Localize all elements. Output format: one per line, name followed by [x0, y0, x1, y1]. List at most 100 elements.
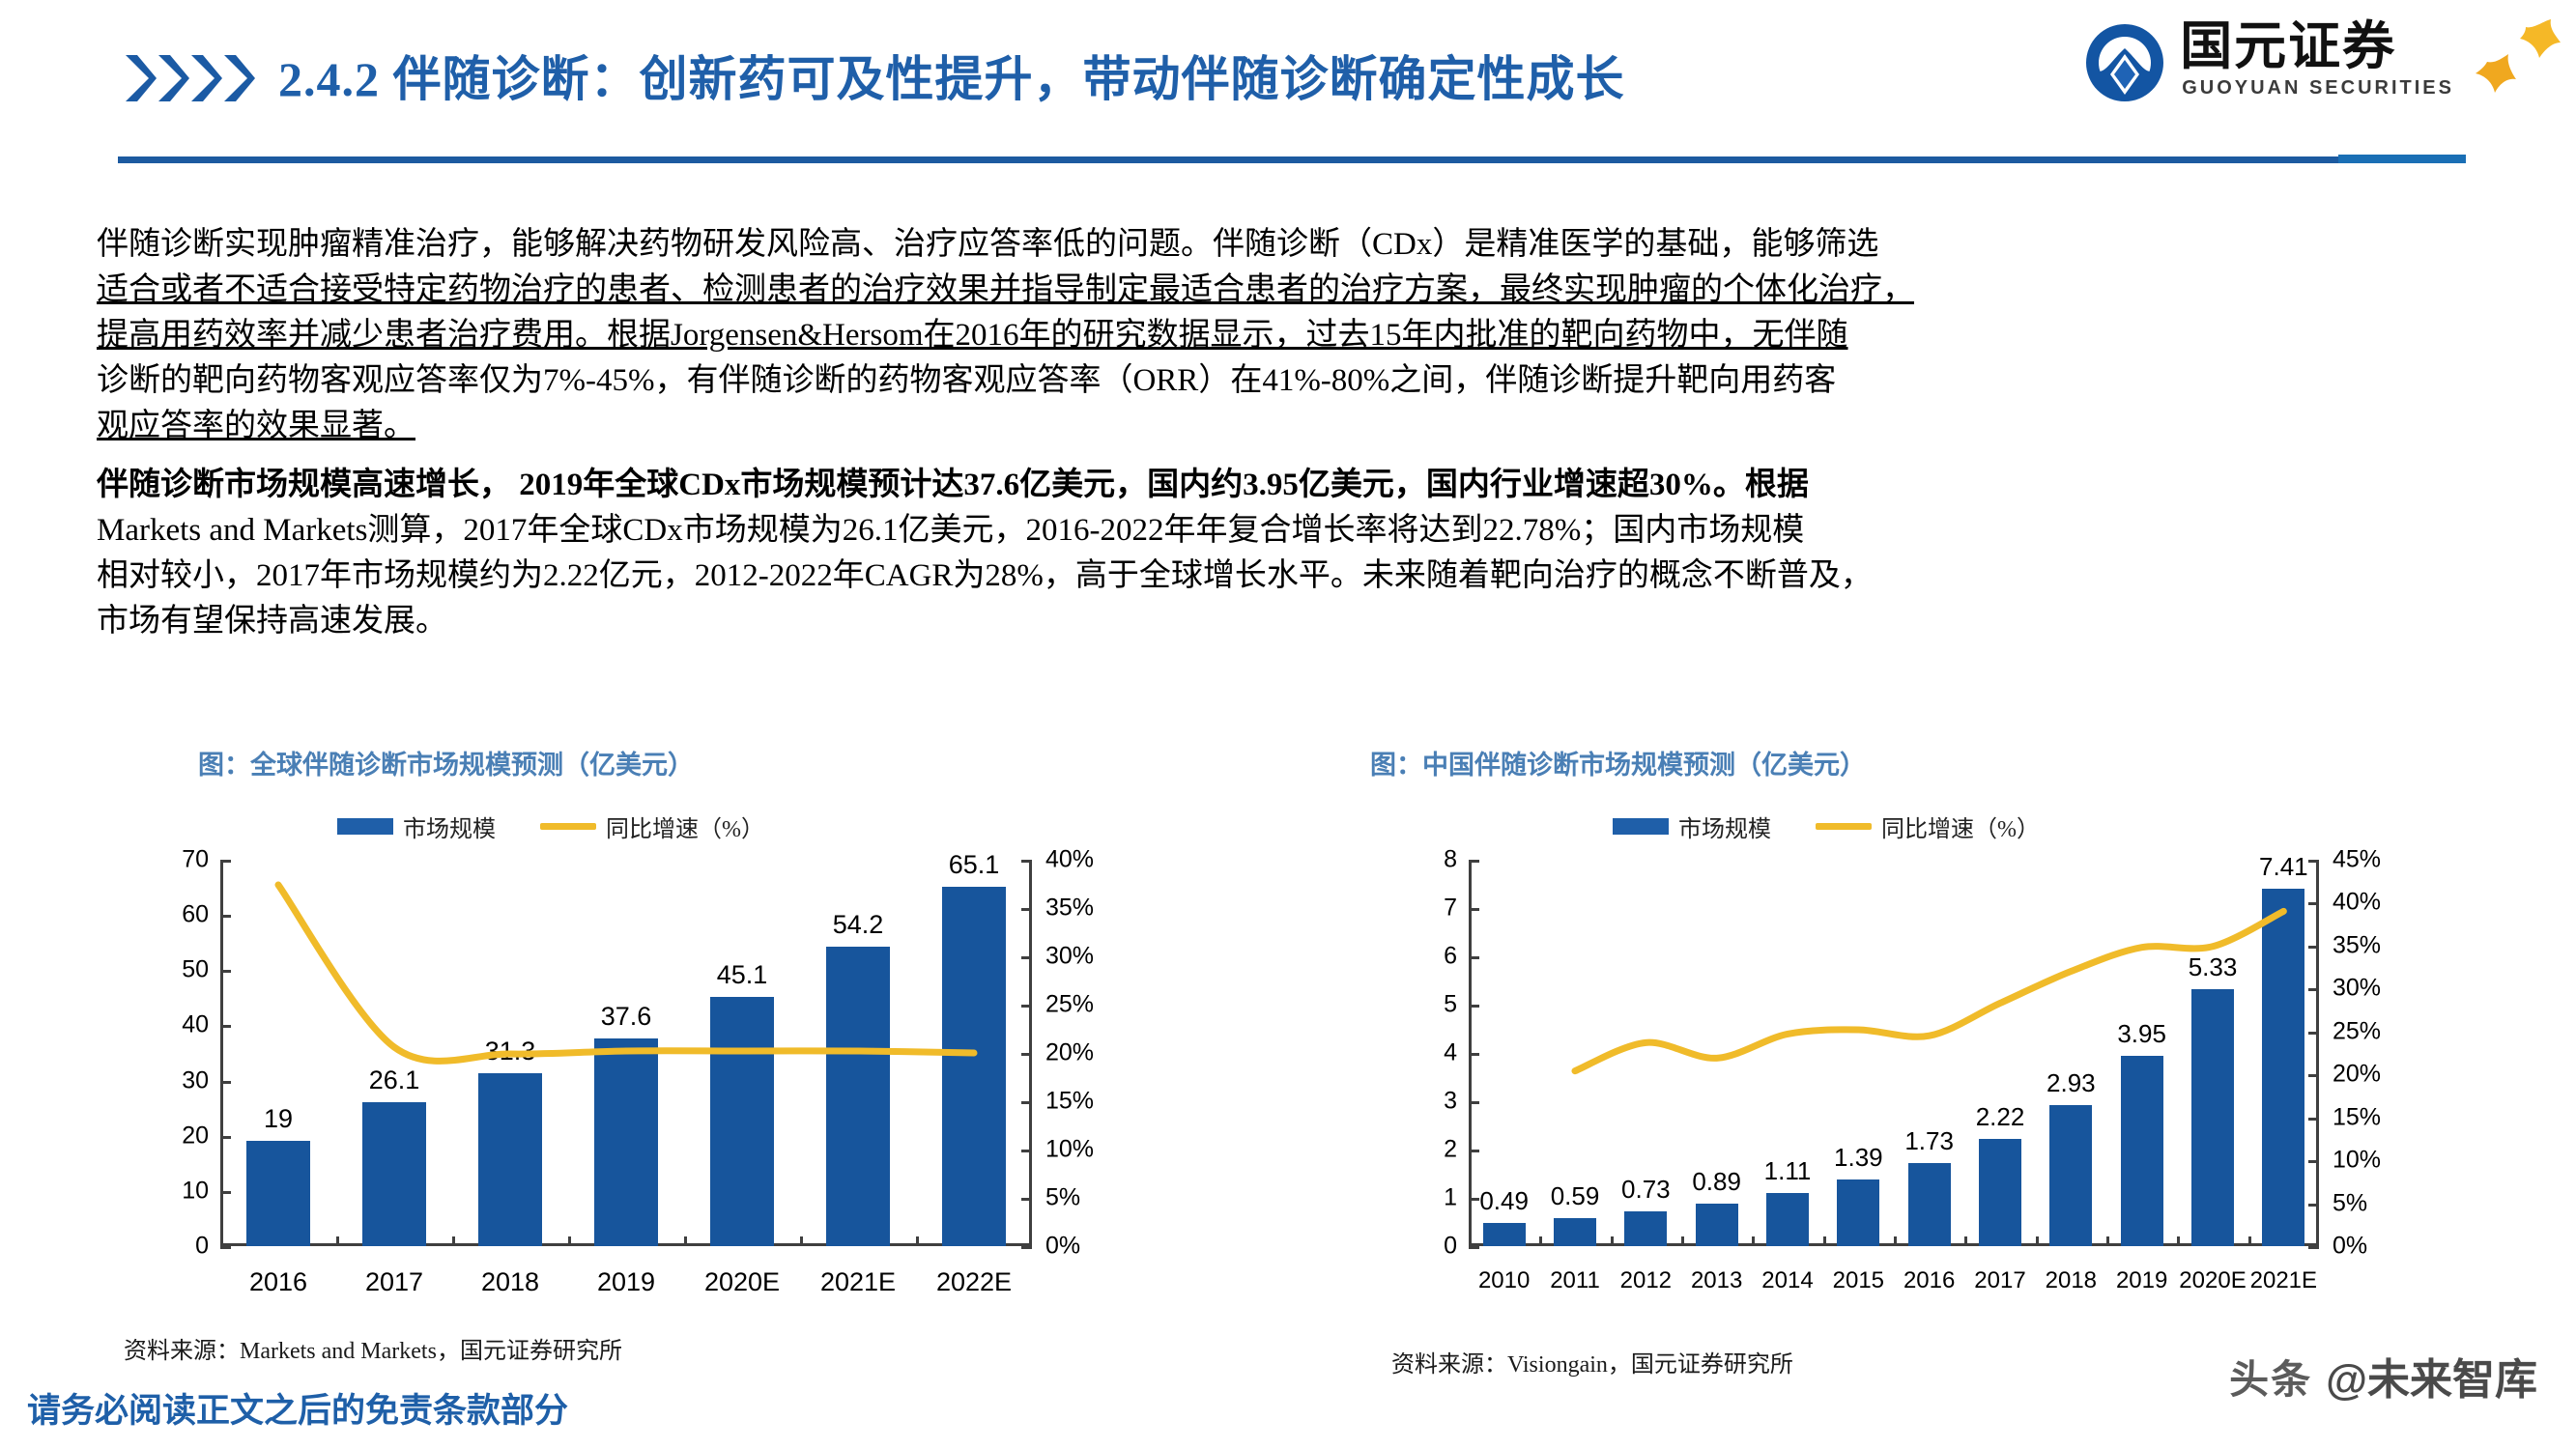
y-axis-left-tickmark — [220, 1025, 231, 1029]
y-axis-left: 70 60 50 40 30 20 10 0 — [106, 846, 209, 1260]
x-axis-category-label: 2014 — [1761, 1267, 1814, 1293]
x-axis-category-label: 2021E — [819, 1267, 897, 1296]
y-axis-left-tickmark — [1469, 908, 1479, 911]
bar — [1695, 1203, 1738, 1246]
y-axis-right-tickmark — [2308, 1203, 2319, 1207]
bar — [1837, 1179, 1880, 1246]
bar — [2049, 1104, 2093, 1246]
footer-disclaimer: 请务必阅读正文之后的免责条款部分 — [27, 1392, 569, 1430]
y-axis-right-tickmark — [2308, 902, 2319, 906]
x-axis-tickmark — [568, 1236, 571, 1246]
bar-value-label: 2.93 — [2046, 1067, 2096, 1097]
bar — [2120, 1055, 2163, 1246]
y-axis-left-tick: 20 — [182, 1122, 209, 1150]
x-axis-category-label: 2010 — [1477, 1267, 1531, 1293]
x-axis-category-label: 2016 — [248, 1267, 308, 1296]
y-axis-right-tick: 25% — [1045, 990, 1095, 1018]
bar-value-label: 3.95 — [2117, 1018, 2166, 1048]
paragraph-1-line-3: 提高用药效率并减少患者治疗费用。根据Jorgensen&Hersom在2016年… — [97, 318, 1848, 353]
legend-label-growth-rate: 同比增速（%） — [1881, 817, 2040, 842]
legend-line-swatch — [1816, 823, 1872, 830]
y-axis-right-tick: 15% — [1045, 1087, 1095, 1115]
bar — [1907, 1162, 1951, 1246]
chevron-group-icon — [124, 53, 255, 103]
y-axis-right-tick: 35% — [2333, 931, 2382, 959]
chart-title-global: 图：全球伴随诊断市场规模预测（亿美元） — [198, 751, 694, 780]
chart-plot-china: 8 7 6 5 4 3 2 1 0 45% 40% 35% 30% 25% 20% 15% 10% 5% 0% 0.4… — [1382, 846, 2493, 1333]
legend-item-market-size: 市场规模 — [337, 810, 496, 843]
y-axis-left-tick: 3 — [1444, 1087, 1457, 1115]
y-axis-right-tick: 40% — [1045, 845, 1095, 873]
x-axis-tickmark — [1894, 1236, 1897, 1246]
bar-value-label: 0.49 — [1479, 1185, 1529, 1215]
paragraph-2-line-4: 市场有望保持高速发展。 — [97, 604, 447, 639]
slide-header: 2.4.2 伴随诊断：创新药可及性提升，带动伴随诊断确定性成长 国元证券 GUO… — [0, 0, 2576, 174]
y-axis-right-tickmark — [1021, 1150, 1032, 1152]
y-axis-left-tick: 60 — [182, 900, 209, 928]
y-axis-left-tickmark — [220, 915, 231, 919]
x-axis-tickmark — [452, 1236, 455, 1246]
chart-panel-china-cdx: 图：中国伴随诊断市场规模预测（亿美元） 市场规模 同比增速（%） 8 7 6 5 4 3 2… — [1370, 744, 2493, 1410]
y-axis-right-tick: 5% — [1045, 1183, 1081, 1211]
legend-line-swatch — [540, 823, 596, 830]
y-axis-left-tickmark — [220, 1080, 231, 1084]
y-axis-left-tickmark — [220, 970, 231, 974]
bar-value-label: 0.89 — [1692, 1166, 1741, 1196]
bar — [826, 947, 890, 1246]
x-axis-tickmark — [684, 1236, 687, 1246]
x-axis-category-label: 2016 — [1903, 1267, 1956, 1293]
y-axis-left-tickmark — [220, 1190, 231, 1194]
y-axis-right-tick: 20% — [2333, 1060, 2382, 1088]
y-axis-right-tickmark — [2308, 860, 2319, 863]
brand-name-cn: 国元证券 — [2180, 17, 2397, 75]
chart-source-china: 资料来源：Visiongain，国元证券研究所 — [1391, 1352, 1793, 1378]
watermark: 头条 @未来智库 — [2229, 1345, 2537, 1406]
x-axis-tickmark — [1539, 1236, 1543, 1246]
x-axis-tickmark — [2177, 1236, 2181, 1246]
y-axis-right: 40% 35% 30% 25% 20% 15% 10% 5% 0% — [1045, 846, 1152, 1260]
bar-value-label: 1.73 — [1904, 1125, 1954, 1155]
y-axis-left-tickmark — [1469, 1246, 1479, 1249]
y-axis-right-tick: 10% — [1045, 1135, 1095, 1163]
y-axis-right-tickmark — [1021, 1005, 1032, 1008]
bar — [478, 1073, 542, 1246]
x-axis-tickmark — [2106, 1236, 2109, 1246]
bar-value-label: 45.1 — [716, 960, 768, 990]
header-divider — [118, 156, 2466, 163]
y-axis-right-tickmark — [2308, 945, 2319, 949]
x-axis-category-label: 2019 — [596, 1267, 656, 1296]
legend-label-market-size: 市场规模 — [403, 817, 496, 842]
brand-logo-text: 国元证券 GUOYUAN SECURITIES — [2180, 17, 2454, 99]
bar-value-label: 2.22 — [1975, 1102, 2025, 1131]
x-axis-tickmark — [1964, 1236, 1968, 1246]
y-axis-right-tick: 15% — [2333, 1103, 2382, 1131]
guoyuan-logo-icon — [2083, 21, 2166, 104]
y-axis-right-tick: 0% — [1045, 1232, 1081, 1260]
paragraph-2-line-2: Markets and Markets测算，2017年全球CDx市场规模为26.… — [97, 513, 1805, 548]
x-axis-category-label: 2022E — [935, 1267, 1013, 1296]
y-axis-right-tickmark — [1021, 908, 1032, 911]
y-axis-left-tickmark — [1469, 1101, 1479, 1104]
paragraph-1-line-1: 伴随诊断实现肿瘤精准治疗，能够解决药物研发风险高、治疗应答率低的问题。伴随诊断（… — [97, 227, 1879, 262]
legend-item-growth-rate: 同比增速（%） — [540, 810, 764, 843]
x-axis-category-label: 2011 — [1550, 1267, 1600, 1293]
x-axis-category-label: 2012 — [1619, 1267, 1673, 1293]
y-axis-left-tick: 4 — [1444, 1038, 1457, 1066]
bar — [2191, 988, 2234, 1246]
chevron-right-icon — [222, 53, 255, 103]
y-axis-right-tickmark — [2308, 1160, 2319, 1164]
y-axis-right-tickmark — [2308, 1031, 2319, 1035]
legend-bar-swatch — [1613, 818, 1669, 835]
x-axis-tickmark — [2247, 1236, 2251, 1246]
y-axis-left-tick: 1 — [1444, 1183, 1457, 1211]
watermark-badge: 头条 — [2229, 1357, 2313, 1402]
page-title: 2.4.2 伴随诊断：创新药可及性提升，带动伴随诊断确定性成长 — [278, 52, 1625, 106]
chart-plot-global: 70 60 50 40 30 20 10 0 40% 35% 30% 25% 20% 15% 10% 5% 0%… — [106, 846, 1188, 1333]
y-axis-right-tickmark — [2308, 1117, 2319, 1121]
y-axis-left-tick: 10 — [182, 1177, 209, 1205]
y-axis-right-tickmark — [2308, 1246, 2319, 1249]
bar-value-label: 1.11 — [1763, 1155, 1812, 1185]
y-axis-left-tickmark — [1469, 1005, 1479, 1008]
x-axis-category-label: 2020E — [703, 1267, 781, 1296]
y-axis-left-tick: 0 — [195, 1232, 209, 1260]
